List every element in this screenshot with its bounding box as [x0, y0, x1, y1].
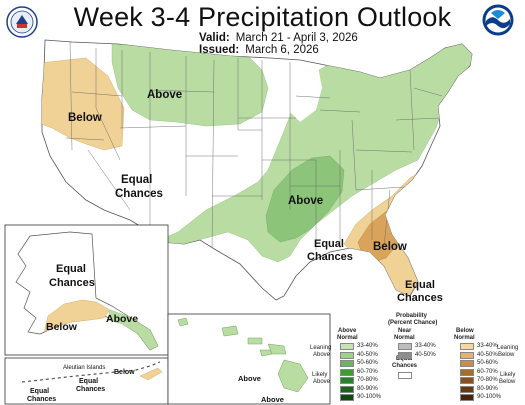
legend-likely-below-2: Below: [499, 379, 516, 385]
legend-below-swatch-5: [460, 377, 474, 384]
department-of-commerce-seal-icon: [6, 6, 38, 38]
legend-below-swatch-7: [460, 394, 474, 401]
alaska-above-region: [107, 309, 159, 351]
aleutian-below-label: Below: [114, 369, 135, 376]
valid-label: Valid:: [199, 32, 230, 44]
valid-value: March 21 - April 3, 2026: [235, 32, 358, 44]
aleutian-islands-label: Aleutian Islands: [63, 365, 105, 371]
legend-near-header-2: Normal: [394, 335, 415, 341]
west-chances-label: Chances: [115, 188, 163, 200]
legend-equal-1: Equal: [396, 356, 413, 362]
legend-below-header-1: Below: [456, 328, 474, 334]
northern-rockies-above-label: Above: [147, 89, 182, 101]
map-title: Week 3-4 Precipitation Outlook: [73, 2, 452, 32]
gulf-equal-label: Equal: [314, 238, 344, 250]
alaska-above-label: Above: [106, 313, 138, 325]
legend-below-swatch-1: [460, 343, 474, 350]
legend-above-header-2: Normal: [337, 335, 358, 341]
legend-above-range-label-6: 80-90%: [357, 385, 378, 392]
aleutian-equal-label: Equal: [79, 378, 98, 385]
legend-below-header-2: Normal: [454, 335, 475, 341]
legend-leaning-below-1: Leaning: [497, 345, 519, 351]
legend-above-swatch-5: [340, 377, 354, 384]
central-above-label: Above: [288, 195, 323, 207]
hawaii-inset: Above Above: [167, 313, 331, 405]
florida-equal-label: Equal: [405, 279, 435, 291]
aleutian-chances-label: Chances: [76, 386, 105, 393]
legend-below-range-label-3: 50-60%: [477, 360, 498, 366]
issued-value: March 6, 2026: [245, 44, 319, 56]
legend-above-range-label-4: 60-70%: [357, 368, 378, 375]
west-below-region: [42, 57, 125, 151]
legend-title: Probability: [396, 313, 428, 319]
legend-below-range-label-5: 70-80%: [477, 377, 498, 383]
legend-above-range-label-7: 90-100%: [357, 394, 382, 400]
legend-near-range-label-1: 33-40%: [415, 343, 436, 349]
legend-leaning-above-2: Above: [313, 352, 331, 358]
legend-above-swatch-6: [340, 385, 354, 393]
hawaii-above-label: Above: [238, 374, 261, 383]
aleutian-inset: Aleutian Islands Equal Chances Equal Cha…: [4, 357, 169, 405]
legend-above-range-label-5: 70-80%: [357, 377, 378, 383]
legend-below-swatch-3: [460, 360, 474, 367]
legend-near-swatch-1: [398, 343, 412, 350]
legend-leaning-above-1: Leaning: [310, 345, 332, 351]
legend-equal-2: Chances: [392, 363, 418, 369]
valid-dates: Valid: March 21 - April 3, 2026: [199, 32, 358, 45]
legend-likely-below-1: Likely: [500, 372, 516, 378]
legend-below-swatch-2: [460, 351, 474, 359]
southeast-below-label: Below: [373, 241, 407, 253]
legend-below-swatch-6: [460, 385, 474, 393]
alaska-inset: Equal Chances Below Above: [4, 224, 169, 356]
legend-above-range-label-1: 33-40%: [357, 343, 378, 349]
legend-near-header-1: Near: [398, 328, 412, 334]
alaska-equal-label: Equal: [56, 263, 86, 275]
issued-label: Issued:: [199, 44, 240, 56]
alaska-below-label: Below: [46, 321, 78, 333]
legend-equal-chances-swatch: [398, 372, 412, 379]
legend-likely-above-2: Above: [313, 379, 331, 385]
central-above-40-50-region: [265, 155, 345, 243]
legend-above-range-label-3: 50-60%: [357, 360, 378, 366]
noaa-logo-icon: [482, 4, 514, 36]
legend-above-swatch-2: [340, 351, 354, 359]
legend-below-range-label-4: 60-70%: [477, 368, 498, 375]
midwest-equal-chances-area: [290, 62, 322, 122]
legend-above-swatch-3: [340, 360, 354, 367]
west-below-label: Below: [68, 112, 102, 124]
legend-below-swatch-4: [460, 368, 474, 376]
legend-subtitle: (Percent Chance): [388, 320, 438, 326]
issued-date: Issued: March 6, 2026: [199, 44, 319, 57]
legend-above-range-label-2: 40-50%: [357, 351, 378, 358]
florida-chances-label: Chances: [397, 292, 443, 304]
legend-below-range-label-1: 33-40%: [477, 343, 498, 349]
legend-above-swatch-1: [340, 343, 354, 350]
alaska-chances-label: Chances: [49, 277, 95, 289]
aleutian-equal-left-label: Equal: [30, 388, 49, 395]
legend-near-swatch-2: [398, 351, 412, 359]
legend-above-swatch-4: [340, 368, 354, 376]
legend-below-range-label-6: 80-90%: [477, 385, 498, 392]
legend-below-range-label-2: 40-50%: [477, 351, 498, 358]
alaska-below-region: [43, 299, 111, 333]
legend-above-swatch-7: [340, 394, 354, 401]
legend-below-range-label-7: 90-100%: [477, 394, 502, 400]
legend-near-range-label-2: 40-50%: [415, 351, 436, 358]
aleutian-chances-left-label: Chances: [27, 396, 56, 403]
state-boundaries: [65, 41, 443, 251]
west-equal-label: Equal: [121, 174, 152, 186]
legend-leaning-below-2: Below: [498, 352, 515, 358]
gulf-chances-label: Chances: [307, 251, 353, 263]
hawaii-above-label-2: Above: [261, 395, 284, 404]
legend-above-header-1: Above: [338, 328, 357, 334]
legend-likely-above-1: Likely: [312, 372, 328, 378]
probability-legend: Probability (Percent Chance) Above Norma…: [310, 312, 524, 404]
